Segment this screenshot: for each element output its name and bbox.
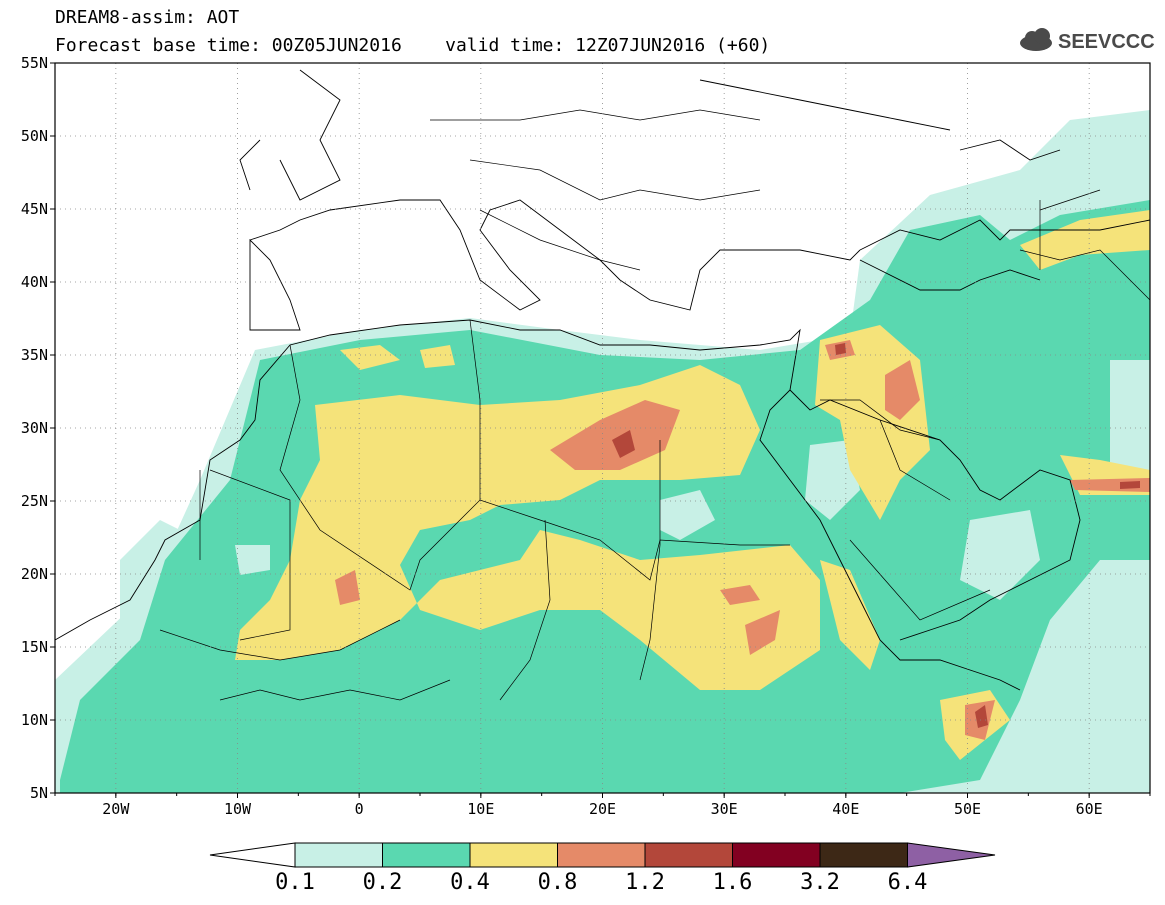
lat-label: 30N [21,419,48,437]
lat-label: 35N [21,346,48,364]
lon-label: 20E [589,800,616,818]
aot-level-1.2 [612,343,1140,728]
colorbar-label: 0.8 [538,870,578,895]
colorbar-label: 0.2 [363,870,403,895]
lat-label: 50N [21,127,48,145]
lon-label: 0 [355,800,364,818]
logo-text: SEEVCCC [1058,31,1154,53]
lat-label: 5N [30,784,48,802]
lat-label: 40N [21,273,48,291]
lon-label: 40E [832,800,859,818]
colorbar-swatch [469,842,558,868]
lat-label: 20N [21,565,48,583]
coastlines [55,69,1150,691]
map-axes: 5N 10N 15N 20N 25N 30N 35N 40N 45N 50N 55N 20W 10W 0 1… [21,54,1151,818]
lat-label: 55N [21,54,48,72]
lon-label: 50E [954,800,981,818]
colorbar-label: 0.4 [450,870,490,895]
colorbar-label: 6.4 [888,870,928,895]
colorbar-label: 1.2 [625,870,665,895]
colorbar-label: 0.1 [275,870,315,895]
colorbar-swatch [294,842,383,868]
lon-label: 20W [102,800,130,818]
lon-label: 60E [1076,800,1103,818]
lat-label: 25N [21,492,48,510]
graticule [55,63,1150,793]
lon-label: 10W [224,800,252,818]
colorbar-label: 3.2 [800,870,840,895]
cloud-icon [1020,28,1052,51]
forecast-time: Forecast base time: 00Z05JUN2016 valid t… [55,35,771,56]
colorbar: 0.1 0.2 0.4 0.8 1.2 1.6 3.2 6.4 [209,842,996,895]
colorbar-swatch [557,842,646,868]
lat-label: 45N [21,200,48,218]
seevccc-logo: SEEVCCC [1020,28,1154,53]
colorbar-right-arrow [907,842,996,868]
aot-fields [55,63,1150,793]
colorbar-swatch [644,842,733,868]
colorbar-swatch [819,842,908,868]
lon-label: 30E [711,800,738,818]
lat-label: 15N [21,638,48,656]
colorbar-swatch [382,842,471,868]
colorbar-left-arrow [209,842,296,868]
chart-title: DREAM8-assim: AOT [55,7,240,28]
colorbar-swatch [732,842,821,868]
lon-label: 10E [467,800,494,818]
lat-label: 10N [21,711,48,729]
colorbar-label: 1.6 [713,870,753,895]
country-borders [159,109,1150,701]
